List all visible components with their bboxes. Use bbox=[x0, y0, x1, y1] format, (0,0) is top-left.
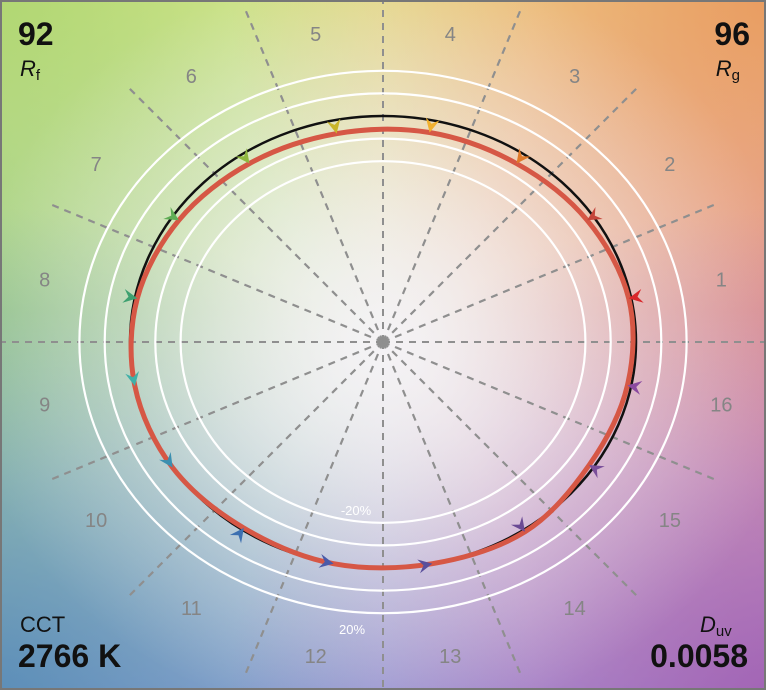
spoke-line bbox=[381, 8, 522, 343]
shift-arrow bbox=[627, 380, 643, 395]
ring-label-inner: -20% bbox=[341, 503, 372, 518]
percent-ring bbox=[154, 137, 612, 547]
spoke-line bbox=[49, 340, 384, 481]
bin-label: 5 bbox=[310, 24, 321, 46]
shift-arrow bbox=[589, 465, 605, 479]
rf-label: Rf bbox=[20, 56, 41, 84]
spoke-line bbox=[127, 86, 384, 343]
shift-arrow bbox=[159, 452, 173, 468]
ring-label-outer: 20% bbox=[339, 622, 365, 637]
spoke-line bbox=[244, 8, 385, 343]
spoke-line bbox=[244, 341, 385, 676]
shift-arrows bbox=[122, 117, 644, 574]
bin-label: 1 bbox=[716, 270, 727, 292]
percent-ring bbox=[78, 69, 688, 615]
spoke-line bbox=[382, 86, 639, 343]
bin-label: 10 bbox=[85, 510, 107, 532]
bin-label: 14 bbox=[564, 598, 586, 620]
spoke-line bbox=[382, 341, 639, 598]
shift-arrow bbox=[587, 207, 603, 221]
bin-label: 9 bbox=[39, 394, 50, 416]
duv-label: Duv bbox=[700, 612, 732, 640]
spoke-line bbox=[382, 340, 717, 481]
bin-label: 6 bbox=[186, 66, 197, 88]
bin-label: 8 bbox=[39, 270, 50, 292]
shift-arrow bbox=[417, 559, 433, 574]
shift-arrow bbox=[125, 370, 139, 387]
bin-label: 11 bbox=[181, 598, 202, 620]
bin-label: 16 bbox=[710, 394, 732, 416]
shift-arrow bbox=[229, 528, 244, 544]
rg-value: 96 bbox=[714, 16, 750, 52]
rg-label: Rg bbox=[716, 56, 740, 84]
duv-label-sub: uv bbox=[716, 623, 732, 640]
spoke-line bbox=[49, 203, 384, 344]
bin-label: 7 bbox=[91, 154, 102, 176]
cct-value: 2766 K bbox=[18, 638, 121, 674]
shift-arrow bbox=[510, 516, 525, 532]
bin-label: 15 bbox=[659, 510, 681, 532]
spoke-line bbox=[382, 203, 717, 344]
duv-value: 0.0058 bbox=[650, 638, 748, 674]
shift-arrow bbox=[425, 117, 440, 133]
rf-value: 92 bbox=[18, 16, 54, 52]
rg-label-sub: g bbox=[732, 67, 740, 84]
rf-label-sub: f bbox=[36, 67, 41, 84]
bin-label: 2 bbox=[664, 154, 675, 176]
spoke-line bbox=[381, 341, 522, 676]
bin-label: 4 bbox=[445, 24, 456, 46]
shift-arrow bbox=[628, 289, 644, 303]
shift-arrow bbox=[516, 148, 531, 164]
spoke-line bbox=[127, 341, 384, 598]
shift-arrow bbox=[163, 207, 179, 221]
shift-arrow bbox=[326, 118, 341, 134]
shift-arrow bbox=[235, 148, 250, 164]
percent-ring bbox=[103, 92, 663, 592]
bin-label: 3 bbox=[569, 66, 580, 88]
bin-label: 12 bbox=[305, 646, 327, 668]
percent-rings bbox=[78, 69, 688, 615]
shift-arrow bbox=[122, 289, 138, 303]
bin-label: 13 bbox=[439, 646, 461, 668]
cct-label: CCT bbox=[20, 612, 65, 637]
shift-arrow bbox=[318, 554, 334, 568]
test-source-shape bbox=[128, 126, 636, 571]
percent-ring bbox=[179, 160, 587, 524]
